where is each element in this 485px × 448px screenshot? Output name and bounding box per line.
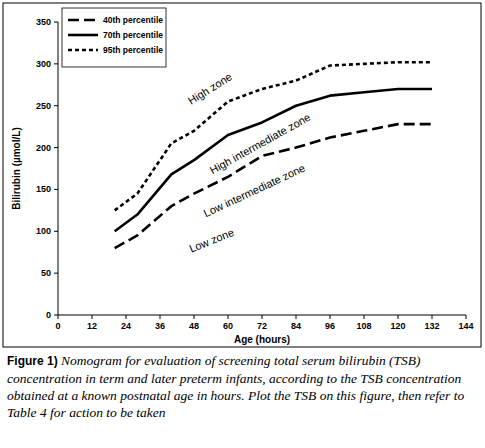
x-tick (126, 315, 127, 319)
x-tick-label: 132 (424, 321, 439, 331)
y-tick (54, 105, 58, 106)
y-axis-line (58, 22, 59, 315)
x-tick-label: 60 (223, 321, 233, 331)
x-tick-label: 108 (356, 321, 371, 331)
series-line (115, 62, 432, 210)
x-tick-label: 12 (87, 321, 97, 331)
y-tick (54, 63, 58, 64)
x-tick (160, 315, 161, 319)
x-tick (296, 315, 297, 319)
caption-label: Figure 1) (7, 354, 58, 368)
x-tick (398, 315, 399, 319)
x-tick (58, 315, 59, 319)
x-tick-label: 0 (55, 321, 60, 331)
zone-label: Low intermediate zone (202, 162, 307, 220)
x-tick-label: 96 (325, 321, 335, 331)
y-tick-label: 200 (36, 143, 51, 153)
zone-label: High zone (186, 70, 234, 106)
x-tick-label: 72 (257, 321, 267, 331)
y-tick (54, 22, 58, 23)
legend: 40th percentile 70th percentile 95th perce… (62, 8, 166, 67)
legend-label: 95th percentile (103, 45, 163, 55)
x-tick-label: 48 (189, 321, 199, 331)
legend-swatch (68, 34, 98, 37)
series-group (115, 62, 432, 248)
y-tick (54, 189, 58, 190)
series-line (115, 89, 432, 231)
x-tick-label: 84 (291, 321, 301, 331)
y-tick-label: 250 (36, 101, 51, 111)
x-tick-label: 144 (458, 321, 473, 331)
y-tick-label: 100 (36, 226, 51, 236)
legend-box (62, 8, 166, 67)
y-tick-label: 300 (36, 59, 51, 69)
y-tick-label: 0 (46, 310, 51, 320)
zone-label: Low zone (187, 226, 235, 255)
legend-label: 70th percentile (103, 30, 163, 40)
caption: Figure 1) Nomogram for evaluation of scr… (7, 352, 477, 421)
y-tick-label: 350 (36, 17, 51, 27)
chart: 0 50 100 150 200 250 300 350 0 12 24 36 48 60 72 84 96 10… (0, 0, 485, 350)
legend-swatch (68, 49, 98, 52)
x-tick (330, 315, 331, 319)
y-tick (54, 147, 58, 148)
x-tick (466, 315, 467, 319)
x-tick (262, 315, 263, 319)
x-tick (92, 315, 93, 319)
x-tick-label: 24 (121, 321, 131, 331)
x-tick-label: 36 (155, 321, 165, 331)
x-tick (194, 315, 195, 319)
x-tick (432, 315, 433, 319)
y-tick (54, 273, 58, 274)
x-tick (228, 315, 229, 319)
y-tick (54, 315, 58, 316)
chart-frame (3, 3, 481, 347)
y-axis-title: Bilirubin (µmol/L) (11, 127, 22, 209)
y-tick (54, 231, 58, 232)
y-tick-label: 50 (41, 268, 51, 278)
x-axis-title: Age (hours) (234, 334, 290, 345)
caption-text: Nomogram for evaluation of screening tot… (7, 353, 464, 420)
legend-label: 40th percentile (103, 15, 163, 25)
y-tick-label: 150 (36, 184, 51, 194)
x-tick-label: 120 (390, 321, 405, 331)
legend-swatch (68, 19, 98, 22)
x-tick (364, 315, 365, 319)
